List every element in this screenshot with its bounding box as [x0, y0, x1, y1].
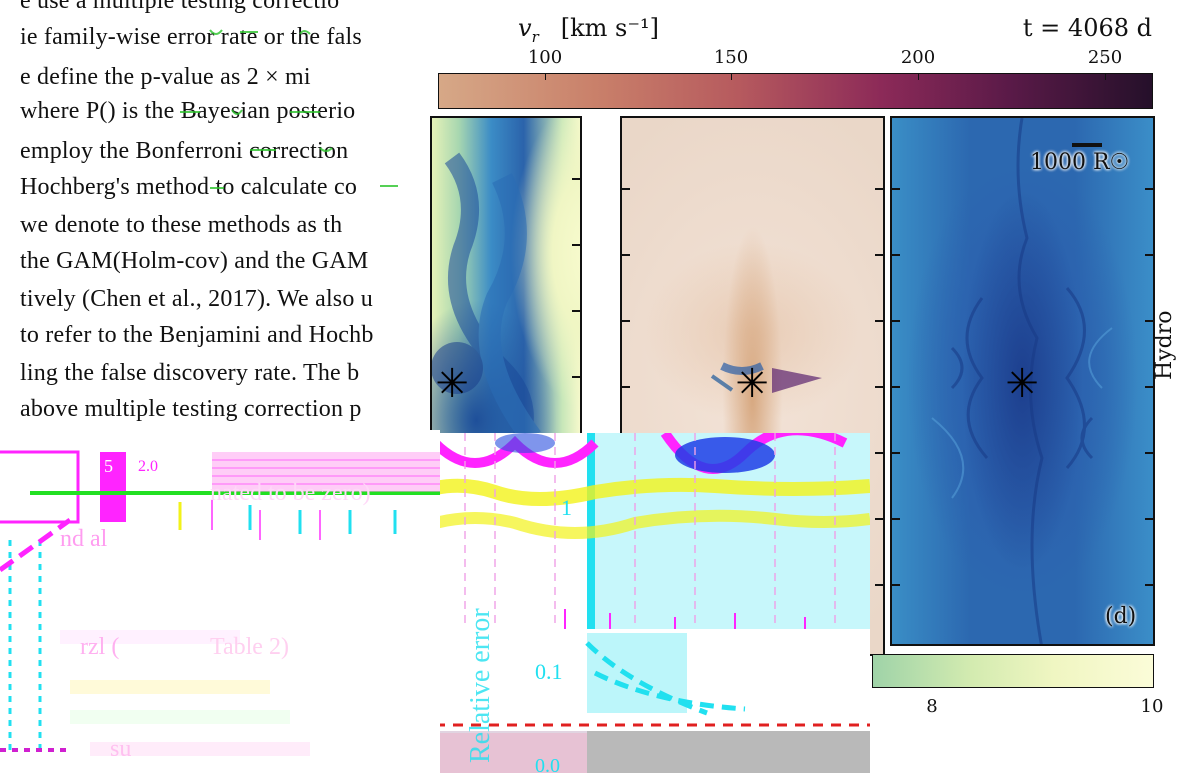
- colorbar-tick: 200: [900, 47, 936, 68]
- paper-line: employ the Bonferroni correction: [20, 138, 349, 164]
- legend-number: 5: [104, 456, 113, 476]
- y-axis-label: Relative error: [465, 608, 496, 763]
- scale-bar-label: 1000 R☉: [1030, 150, 1130, 175]
- unit-label: [km s⁻¹]: [560, 14, 659, 42]
- variable-subscript: r: [531, 27, 539, 46]
- scale-bar: [1072, 143, 1102, 147]
- paper-line: e use a multiple testing correctio: [20, 0, 340, 14]
- star-marker-icon: ✳: [1005, 361, 1039, 407]
- paper-line: ie family-wise error rate or the fals: [20, 24, 362, 50]
- paper-line: above multiple testing correction p: [20, 396, 362, 422]
- star-marker-icon: ✳: [435, 361, 469, 407]
- paper-line: ling the false discovery rate. The b: [20, 360, 360, 386]
- green-glitch-strokes: [180, 29, 398, 189]
- glitch-overlay-left: 5 2.0 nated to be zero) nd al rzl ( Tabl…: [0, 430, 440, 773]
- axis-tick-label: 1: [561, 495, 572, 520]
- paper-line: we denote to these methods as th: [20, 212, 343, 238]
- overlay-fragment-text: nated to be zero): [210, 480, 371, 506]
- panel-label: (d): [1105, 604, 1137, 629]
- colorbar-tick: 250: [1087, 47, 1123, 68]
- paper-line: to refer to the Benjamini and Hochb: [20, 322, 374, 348]
- simulation-panel-right: ✳: [890, 116, 1155, 646]
- overlay-fragment-text: rzl (: [80, 634, 120, 660]
- simulation-panel-left: ✳: [430, 116, 582, 456]
- paper-text-fragment: e use a multiple testing correctio ie fa…: [0, 0, 440, 430]
- colorbar-tick: 100: [527, 47, 563, 68]
- colorbar-label: vr [km s⁻¹]: [518, 14, 659, 46]
- overlay-fragment-text: Table 2): [210, 634, 289, 660]
- paper-line: Hochberg's method to calculate co: [20, 174, 358, 200]
- time-label: t = 4068 d: [1022, 14, 1152, 42]
- paper-line: tively (Chen et al., 2017). We also u: [20, 286, 373, 312]
- colorbar-tick: 10: [1140, 696, 1164, 717]
- paper-line: the GAM(Holm-cov) and the GAM: [20, 248, 369, 274]
- axis-tick-label: 0.1: [535, 659, 563, 684]
- paper-line: e define the p-value as 2 × mi: [20, 64, 311, 90]
- colorbar-bottom: [872, 654, 1154, 688]
- overlay-fragment-text: su: [110, 736, 132, 762]
- star-marker-icon: ✳: [735, 361, 769, 407]
- colorbar-tick: 8: [926, 696, 938, 717]
- variable-symbol: v: [518, 14, 532, 42]
- legend-number: 2.0: [138, 458, 158, 475]
- glitch-overlay-chart: 1 0.1 0.0 Relative error: [435, 433, 870, 773]
- row-label: Hydro: [1152, 310, 1177, 380]
- overlay-fragment-text: nd al: [60, 526, 108, 552]
- colorbar-velocity: [438, 73, 1153, 109]
- axis-tick-label: 0.0: [535, 755, 560, 773]
- colorbar-tick: 150: [713, 47, 749, 68]
